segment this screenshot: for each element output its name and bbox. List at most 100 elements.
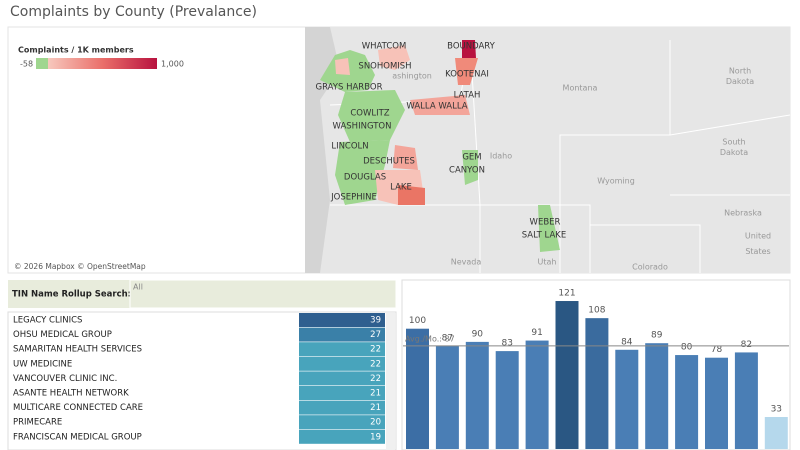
table-cell [299, 415, 385, 430]
legend-ramp [48, 58, 157, 69]
provider-name: MULTICARE CONNECTED CARE [13, 403, 143, 413]
provider-count: 39 [370, 316, 381, 326]
bar-value-label: 83 [501, 339, 512, 349]
provider-name: SAMARITAN HEALTH SERVICES [13, 345, 142, 355]
table-cell [299, 356, 385, 371]
bar [585, 318, 609, 449]
basemap-label: Nebraska [724, 209, 762, 218]
basemap-label: Idaho [490, 152, 512, 161]
county-label: SNOHOMISH [358, 62, 411, 72]
basemap-label: South [722, 138, 745, 147]
bar [675, 355, 699, 449]
county-label: WALLA WALLA [406, 102, 467, 112]
county-label: LATAH [454, 91, 481, 101]
county-label: DESCHUTES [363, 157, 415, 167]
provider-name: UW MEDICINE [13, 359, 72, 369]
table-cell [299, 371, 385, 386]
bar-value-label: 89 [651, 331, 663, 341]
bar-value-label: 80 [681, 343, 693, 353]
bar-value-label: 91 [531, 328, 542, 338]
provider-count: 27 [370, 330, 381, 340]
search-box[interactable] [129, 279, 397, 309]
legend-max: 1,000 [161, 60, 184, 69]
county-label: WHATCOM [362, 42, 407, 52]
bar-value-label: 84 [621, 337, 633, 347]
county-label: LAKE [390, 183, 412, 193]
basemap-label: Wyoming [597, 177, 635, 186]
table-cell [299, 342, 385, 357]
basemap-label: Utah [538, 258, 557, 267]
search-label: TIN Name Rollup Search: [12, 290, 131, 300]
search-value[interactable]: All [133, 283, 143, 292]
county-label: CANYON [449, 166, 485, 176]
map: Complaints / 1K members -58 1,000 © 2026… [7, 26, 791, 274]
table-cell [299, 313, 385, 327]
county-shapes [320, 40, 560, 252]
bar [705, 357, 728, 449]
table-cell [299, 400, 385, 415]
legend-low [36, 58, 48, 69]
provider-name: PRIMECARE [13, 418, 62, 428]
bar-value-label: 33 [771, 405, 782, 415]
bar-value-label: 82 [741, 340, 752, 350]
table-cell [299, 327, 385, 342]
reference-label: Avg./Mo.: 87 [405, 334, 455, 343]
provider-name: LEGACY CLINICS [13, 316, 82, 326]
county-label: DOUGLAS [344, 173, 386, 183]
provider-name: VANCOUVER CLINIC INC. [13, 374, 117, 384]
basemap-label: ashington [392, 72, 432, 81]
search: TIN Name Rollup Search: All [8, 279, 397, 309]
bar [645, 343, 669, 449]
bar [465, 341, 489, 449]
bar-value-label: 78 [711, 345, 723, 355]
county-label: SALT LAKE [522, 231, 567, 241]
county-label: LINCOLN [331, 142, 368, 152]
basemap-label: Montana [563, 84, 598, 93]
provider-count: 22 [370, 374, 381, 384]
table-cell [299, 386, 385, 400]
county-label: KOOTENAI [445, 70, 489, 80]
county-label: WASHINGTON [333, 122, 392, 132]
county-label: WEBER [530, 218, 561, 228]
county-label: COWLITZ [350, 109, 389, 119]
basemap-label: States [745, 247, 770, 256]
bar [406, 328, 429, 449]
provider-count: 21 [370, 403, 381, 413]
bar-value-label: 90 [472, 329, 484, 339]
basemap-label: Nevada [451, 258, 482, 267]
table-cell [299, 429, 385, 444]
bar [555, 301, 579, 449]
provider-name: FRANCISCAN MEDICAL GROUP [13, 432, 142, 442]
provider-count: 22 [370, 345, 381, 355]
bar [495, 351, 519, 449]
bar [615, 349, 639, 449]
county-label: GRAYS HARBOR [316, 83, 383, 93]
map-attribution: © 2026 Mapbox © OpenStreetMap [14, 262, 146, 271]
basemap-label: Dakota [726, 77, 754, 86]
provider-name: OHSU MEDICAL GROUP [13, 330, 112, 340]
bar-value-label: 100 [409, 316, 426, 326]
bar-value-label: 121 [558, 289, 575, 299]
county-label: JOSEPHINE [330, 193, 377, 203]
county-label: GEM [462, 153, 481, 163]
scrollbar[interactable] [386, 313, 395, 450]
basemap-label: Colorado [632, 263, 668, 272]
county-label: BOUNDARY [447, 42, 496, 52]
legend-min: -58 [20, 60, 33, 69]
legend-title: Complaints / 1K members [18, 46, 134, 55]
bar [435, 345, 459, 449]
bar [734, 352, 758, 449]
basemap-label: Dakota [720, 148, 748, 157]
provider-count: 19 [370, 432, 381, 442]
basemap-label: North [729, 67, 751, 76]
ocean [305, 27, 340, 273]
bar [525, 340, 549, 449]
basemap-label: United [745, 232, 771, 241]
dashboard-title: Complaints by County (Prevalance) [10, 4, 257, 20]
bar [764, 417, 788, 449]
provider-name: ASANTE HEALTH NETWORK [13, 389, 129, 399]
provider-count: 22 [370, 359, 381, 369]
bar-value-label: 108 [588, 306, 605, 316]
provider-count: 20 [370, 418, 381, 428]
